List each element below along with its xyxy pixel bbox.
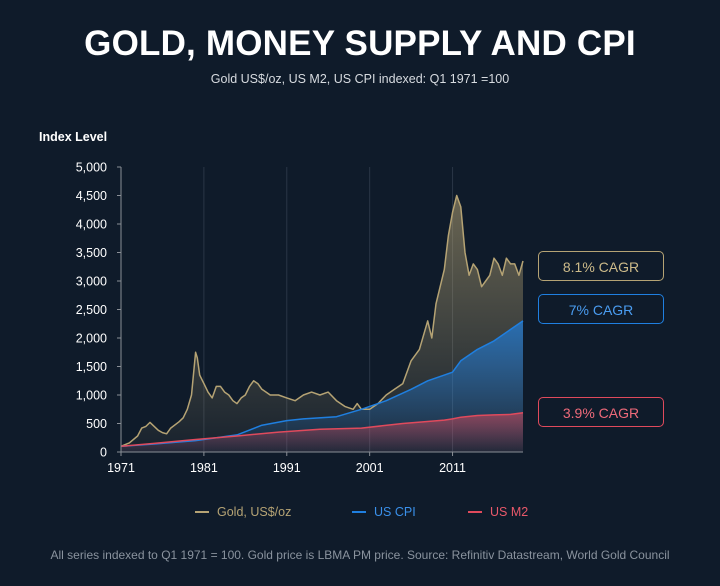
y-tick-label: 4,500: [76, 189, 107, 203]
legend-item-gold: Gold, US$/oz: [195, 505, 291, 519]
legend-label-gold: Gold, US$/oz: [217, 505, 292, 519]
series-line-m2: [120, 411, 524, 448]
y-tick-label: 5,000: [76, 161, 107, 175]
legend-item-m2: US M2: [468, 505, 528, 519]
series-lines: [120, 194, 524, 448]
m2-cagr-badge: 3.9% CAGR: [538, 397, 664, 427]
y-axis-label: Index Level: [39, 130, 108, 144]
y-tick-label: 3,000: [76, 275, 107, 289]
legend-swatch-gold: [195, 511, 209, 513]
x-tick-label: 1981: [190, 461, 218, 475]
series-area-cpi: [121, 320, 523, 452]
x-tick-label: 2011: [439, 461, 466, 475]
legend-swatch-cpi: [352, 511, 366, 513]
legend-item-cpi: US CPI: [352, 505, 416, 519]
gold-cagr-badge: 8.1% CAGR: [538, 251, 664, 281]
series-line-cpi: [120, 320, 524, 448]
y-tick-label: 1,000: [76, 389, 107, 403]
y-tick-label: 2,000: [76, 332, 107, 346]
y-tick-labels: 0 500 1,000 1,500 2,000 2,500 3,000 3,500 4,000 4…: [76, 161, 121, 460]
y-tick-label: 500: [86, 417, 107, 431]
y-tick-label: 1,500: [76, 360, 107, 374]
legend-label-m2: US M2: [490, 505, 529, 519]
chart-subtitle: Gold US$/oz, US M2, US CPI indexed: Q1 1…: [210, 72, 510, 86]
cpi-cagr-badge: 7% CAGR: [538, 294, 664, 324]
y-tick-label: 0: [100, 446, 107, 460]
x-tick-label: 1971: [107, 461, 135, 475]
x-tick-labels: 1971 1981 1991 2001 2011: [107, 452, 466, 475]
footer-note: All series indexed to Q1 1971 = 100. Gol…: [50, 548, 670, 562]
x-tick-label: 1991: [273, 461, 301, 475]
legend-swatch-m2: [468, 511, 482, 513]
y-tick-label: 3,500: [76, 246, 107, 260]
series-line-gold: [120, 194, 524, 447]
y-tick-label: 4,000: [76, 218, 107, 232]
y-tick-label: 2,500: [76, 303, 107, 317]
legend-label-cpi: US CPI: [374, 505, 416, 519]
chart-title: GOLD, MONEY SUPPLY AND CPI: [84, 24, 636, 63]
x-tick-label: 2001: [356, 461, 384, 475]
